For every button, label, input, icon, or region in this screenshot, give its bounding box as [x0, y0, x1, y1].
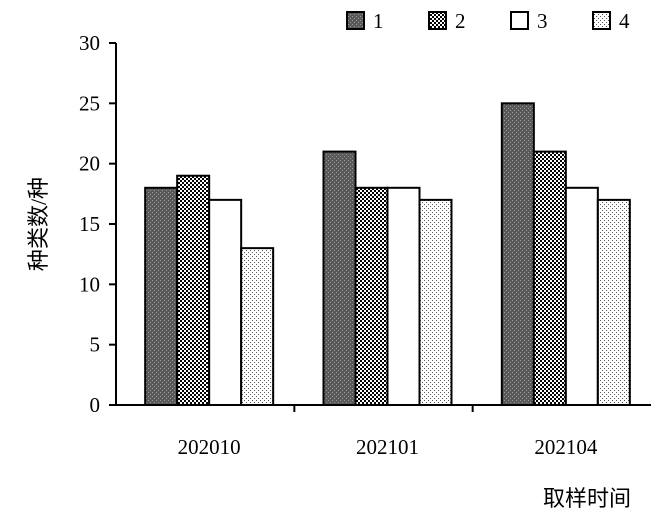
bar-series-1-202101 [322, 150, 357, 406]
bar-series-2-202101 [354, 186, 389, 406]
legend-swatch-4 [592, 11, 611, 30]
x-axis-title: 取样时间 [543, 486, 631, 511]
bar-series-4-202010 [240, 247, 275, 406]
x-tick-labels-group: 202010 202101 202104 [178, 405, 598, 459]
legend-label: 2 [455, 9, 466, 33]
bar-series-4-202101 [418, 198, 453, 406]
bar-series-3-202010 [208, 198, 243, 406]
bar-series-1-202104 [500, 102, 535, 406]
bar-series-4-202104 [596, 198, 631, 406]
y-tick-label: 0 [90, 393, 101, 417]
legend-label: 1 [373, 9, 384, 33]
bar-series-2-202104 [532, 150, 567, 406]
y-tick-label: 5 [90, 333, 101, 357]
legend-swatch-2 [428, 11, 447, 30]
legend-label: 3 [537, 9, 548, 33]
bar-series-1-202010 [144, 186, 179, 406]
legend: 1 2 3 4 [346, 9, 630, 33]
y-tick-label: 25 [79, 91, 100, 115]
y-tick-label: 30 [79, 31, 100, 55]
x-tick-label: 202104 [534, 435, 598, 459]
bar-series-3-202104 [564, 186, 599, 406]
bar-series-2-202010 [176, 174, 211, 406]
bars-group [144, 102, 631, 406]
y-axis-title: 种类数/种 [26, 177, 51, 271]
y-ticks-group: 0 5 10 15 20 25 30 [79, 31, 116, 417]
bar-series-3-202101 [386, 186, 421, 406]
legend-swatch-1 [346, 11, 365, 30]
y-tick-label: 10 [79, 272, 100, 296]
legend-label: 4 [619, 9, 630, 33]
x-tick-label: 202101 [356, 435, 419, 459]
y-tick-label: 20 [79, 152, 100, 176]
x-tick-label: 202010 [178, 435, 241, 459]
legend-swatch-3 [510, 11, 529, 30]
y-tick-label: 15 [79, 212, 100, 236]
